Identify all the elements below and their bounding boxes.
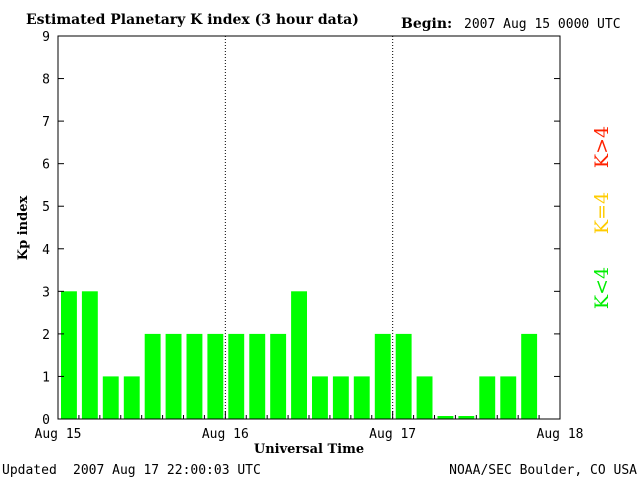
y-tick-label: 0 <box>42 413 50 428</box>
y-tick-label: 7 <box>42 115 50 130</box>
kp-bar <box>123 376 140 419</box>
kp-bar <box>332 376 349 419</box>
x-tick-label: Aug 15 <box>35 427 82 442</box>
y-tick-label: 2 <box>42 328 50 343</box>
updated-label: Updated <box>2 463 57 478</box>
updated-value: 2007 Aug 17 22:00:03 UTC <box>73 463 261 478</box>
x-axis-label: Universal Time <box>254 442 364 457</box>
kp-bar <box>374 333 391 419</box>
chart-title: Estimated Planetary K index (3 hour data… <box>26 12 359 28</box>
begin-label: Begin: <box>401 16 452 32</box>
y-tick-label: 9 <box>42 30 50 45</box>
y-axis-ticks: 0 1 2 3 4 5 6 7 8 9 <box>42 30 560 428</box>
kp-bar <box>249 333 266 419</box>
kp-bar <box>395 333 412 419</box>
kp-bar <box>500 376 517 419</box>
begin-value: 2007 Aug 15 0000 UTC <box>464 17 621 32</box>
x-tick-label: Aug 18 <box>537 427 584 442</box>
legend-entry: K=4 <box>591 192 613 234</box>
kp-bar <box>102 376 119 419</box>
kp-bar <box>61 291 77 419</box>
y-axis-label: Kp index <box>16 196 31 261</box>
x-tick-label: Aug 16 <box>202 427 249 442</box>
legend: K<4 K=4 K>4 <box>591 126 613 309</box>
kp-bar <box>207 333 224 419</box>
kp-bar <box>479 376 496 419</box>
legend-entry: K>4 <box>591 126 613 168</box>
kp-bar <box>437 416 454 419</box>
kp-bar <box>312 376 328 419</box>
kp-bar <box>291 291 307 419</box>
bars-group <box>61 291 538 419</box>
kp-bar <box>144 333 161 419</box>
day-separators <box>224 36 394 419</box>
kp-bar <box>81 291 98 419</box>
kp-bar <box>521 333 538 419</box>
kp-bar <box>228 333 245 419</box>
y-tick-label: 8 <box>42 73 50 88</box>
kp-bar <box>353 376 370 419</box>
kp-bar <box>165 333 182 419</box>
kp-bar <box>416 376 433 419</box>
x-axis-ticks: Aug 15 Aug 16 Aug 17 Aug 18 <box>35 411 584 442</box>
kp-bar <box>186 333 203 419</box>
x-tick-label: Aug 17 <box>369 427 416 442</box>
legend-entry: K<4 <box>591 267 613 309</box>
plot-frame <box>57 35 561 420</box>
kp-bar <box>270 333 287 419</box>
y-tick-label: 3 <box>42 285 50 300</box>
y-tick-label: 1 <box>42 370 50 385</box>
y-tick-label: 6 <box>42 158 50 173</box>
y-tick-label: 5 <box>42 200 50 215</box>
kp-bar <box>458 416 475 419</box>
source-credit: NOAA/SEC Boulder, CO USA <box>449 463 637 478</box>
y-tick-label: 4 <box>42 243 50 258</box>
